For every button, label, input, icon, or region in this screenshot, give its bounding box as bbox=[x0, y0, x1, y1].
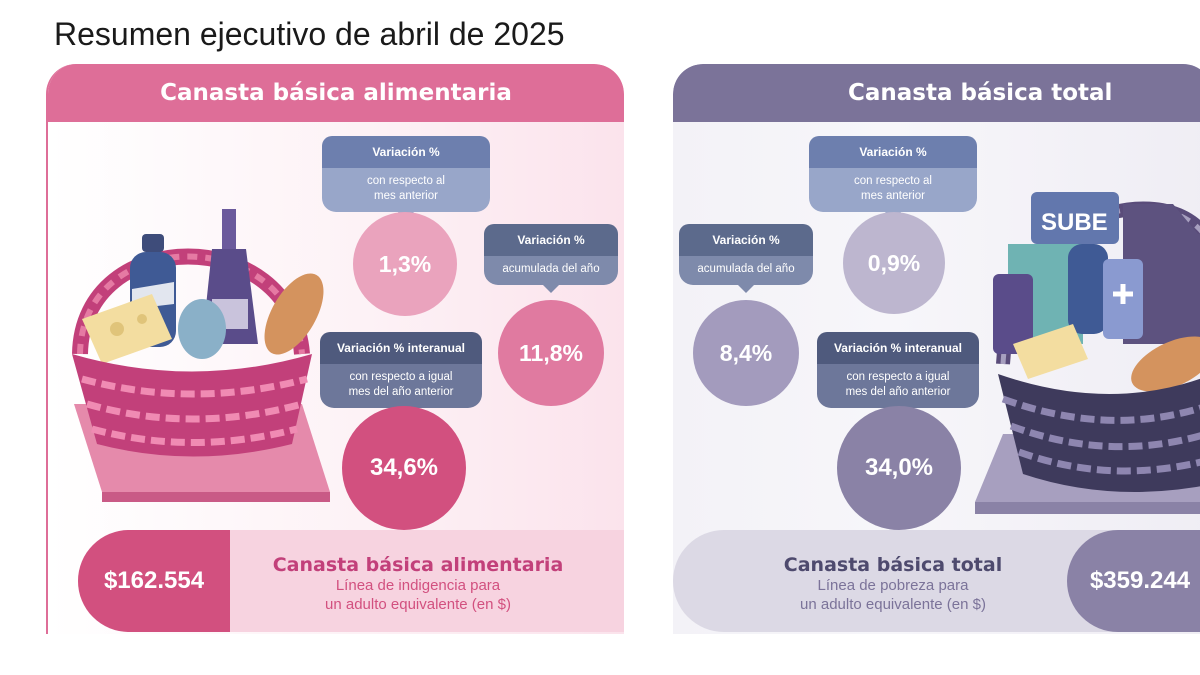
tag-sub: con respecto al mes anterior bbox=[322, 168, 490, 212]
tag-sub-line1: con respecto a igual bbox=[846, 371, 950, 383]
value-variacion-mensual: 1,3% bbox=[353, 212, 457, 316]
tag-sub-line2: mes anterior bbox=[861, 190, 925, 202]
panel-header-alimentaria: Canasta básica alimentaria bbox=[48, 64, 624, 122]
summary-desc-line1: Línea de pobreza para bbox=[817, 577, 969, 594]
sube-card-text: SUBE bbox=[1041, 209, 1108, 236]
tag-sub-line1: con respecto al bbox=[854, 175, 932, 187]
tag-variacion-mensual: Variación % con respecto al mes anterior bbox=[322, 136, 490, 220]
summary-desc-line2: un adulto equivalente (en $) bbox=[800, 596, 986, 613]
tag-sub: con respecto al mes anterior bbox=[809, 168, 977, 212]
tag-label: Variación % bbox=[484, 224, 618, 256]
tag-sub: acumulada del año bbox=[679, 256, 813, 285]
tag-sub-line2: mes del año anterior bbox=[348, 386, 454, 398]
summary-text-total: Canasta básica total Línea de pobreza pa… bbox=[723, 554, 1063, 614]
tag-label: Variación % bbox=[679, 224, 813, 256]
panel-canasta-alimentaria: Canasta básica alimentaria Variación % bbox=[46, 64, 624, 634]
panel-canasta-total: Canasta básica total SUBE Variación % bbox=[673, 64, 1200, 634]
tag-sub-line2: mes del año anterior bbox=[845, 386, 951, 398]
price-canasta-alimentaria: $162.554 bbox=[78, 530, 230, 632]
total-basket-illustration: SUBE bbox=[975, 192, 1200, 514]
summary-desc-line2: un adulto equivalente (en $) bbox=[325, 596, 511, 613]
tag-sub-line1: con respecto a igual bbox=[349, 371, 453, 383]
price-canasta-total: $359.244 bbox=[1067, 530, 1200, 632]
summary-text-alimentaria: Canasta básica alimentaria Línea de indi… bbox=[248, 554, 588, 614]
value-variacion-mensual: 0,9% bbox=[843, 212, 945, 314]
summary-title: Canasta básica total bbox=[783, 554, 1003, 576]
tag-sub: acumulada del año bbox=[484, 256, 618, 285]
tag-label: Variación % interanual bbox=[817, 332, 979, 364]
tag-sub: con respecto a igual mes del año anterio… bbox=[320, 364, 482, 408]
tag-arrow bbox=[738, 285, 754, 293]
page-title: Resumen ejecutivo de abril de 2025 bbox=[54, 16, 565, 52]
tag-label: Variación % interanual bbox=[320, 332, 482, 364]
tag-label: Variación % bbox=[809, 136, 977, 168]
food-basket-illustration bbox=[72, 209, 330, 502]
tag-variacion-acumulada: Variación % acumulada del año bbox=[484, 224, 618, 293]
tag-variacion-acumulada: Variación % acumulada del año bbox=[679, 224, 813, 293]
tag-sub: con respecto a igual mes del año anterio… bbox=[817, 364, 979, 408]
value-variacion-acumulada: 8,4% bbox=[693, 300, 799, 406]
value-variacion-interanual: 34,6% bbox=[342, 406, 466, 530]
tag-sub-line2: mes anterior bbox=[374, 190, 438, 202]
tag-variacion-interanual: Variación % interanual con respecto a ig… bbox=[817, 332, 979, 416]
tag-label: Variación % bbox=[322, 136, 490, 168]
tag-arrow bbox=[543, 285, 559, 293]
tag-sub-line1: con respecto al bbox=[367, 175, 445, 187]
tag-variacion-mensual: Variación % con respecto al mes anterior bbox=[809, 136, 977, 220]
summary-desc-line1: Línea de indigencia para bbox=[335, 577, 501, 594]
value-variacion-interanual: 34,0% bbox=[837, 406, 961, 530]
tag-variacion-interanual: Variación % interanual con respecto a ig… bbox=[320, 332, 482, 416]
value-variacion-acumulada: 11,8% bbox=[498, 300, 604, 406]
panel-header-total: Canasta básica total bbox=[673, 64, 1200, 122]
summary-title: Canasta básica alimentaria bbox=[272, 554, 564, 576]
